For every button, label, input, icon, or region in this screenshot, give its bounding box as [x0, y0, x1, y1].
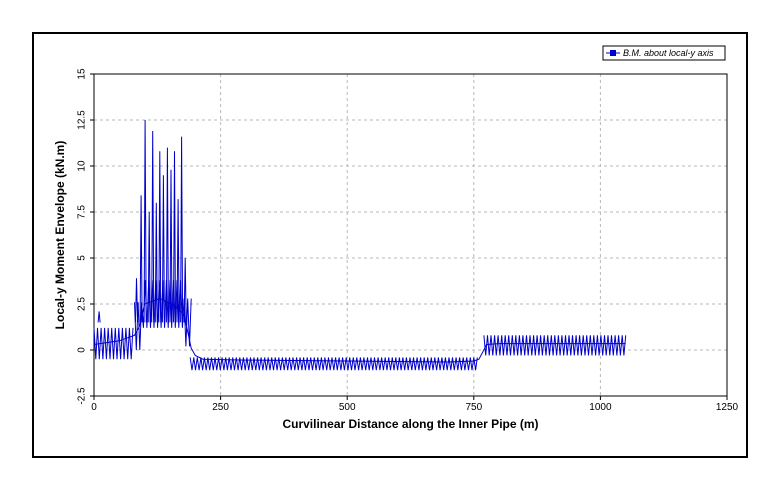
y-tick-label: 10 — [77, 160, 88, 172]
x-tick-label: 1250 — [716, 402, 739, 413]
chart-frame: 0 250 500 750 1000 1250 -2.5 0 2.5 5 7.5 10 12.5 15 C… — [32, 32, 748, 458]
series-spike — [139, 195, 143, 323]
series-spike — [135, 278, 139, 323]
series-spike — [158, 151, 162, 323]
x-axis-title: Curvilinear Distance along the Inner Pip… — [282, 417, 538, 431]
series-oscillation-line — [483, 335, 627, 356]
y-tick-label: 7.5 — [77, 205, 88, 219]
x-tick-label: 0 — [91, 402, 97, 413]
y-tick-label: 12.5 — [77, 110, 88, 130]
plot-area-border — [93, 73, 728, 397]
legend-box — [602, 45, 726, 61]
series-spike — [161, 175, 165, 323]
series-spike — [180, 136, 184, 323]
y-tick-label: -2.5 — [77, 387, 88, 405]
x-tick-label: 1000 — [589, 402, 612, 413]
series-spike — [165, 147, 169, 323]
x-tick-label: 750 — [465, 402, 482, 413]
y-tick-label: 5 — [77, 255, 88, 261]
legend: B.M. about local-y axis — [602, 45, 726, 61]
series-spike — [169, 169, 173, 323]
y-tick-label: 2.5 — [77, 297, 88, 311]
series-spike — [176, 199, 180, 323]
series-spike — [143, 119, 147, 323]
series-spike — [154, 202, 158, 323]
y-tick-label: 15 — [77, 68, 88, 80]
series-spike — [173, 151, 176, 323]
series-spike — [97, 311, 101, 323]
grid-lines — [94, 74, 727, 396]
series-spike — [147, 211, 151, 323]
legend-marker — [610, 50, 616, 56]
series-spike — [183, 257, 187, 323]
series-oscillation-line — [189, 357, 478, 371]
y-axis-title: Local-y Moment Envelope (kN.m) — [53, 141, 67, 330]
series-spike — [151, 130, 155, 323]
y-tick-label: 0 — [77, 347, 88, 353]
legend-label: B.M. about local-y axis — [623, 48, 714, 58]
series-oscillation-line — [93, 327, 134, 360]
x-tick-label: 500 — [339, 402, 356, 413]
x-tick-label: 250 — [212, 402, 229, 413]
series-lines — [93, 119, 627, 371]
